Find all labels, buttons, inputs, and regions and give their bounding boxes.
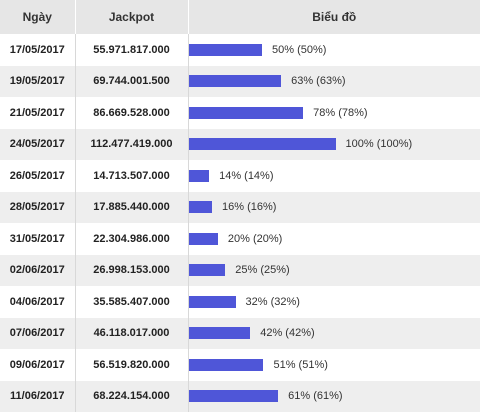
jackpot-cell: 14.713.507.000 <box>75 160 189 192</box>
jackpot-cell: 26.998.153.000 <box>75 254 189 286</box>
chart-cell: 20% (20%) <box>188 223 480 255</box>
chart-cell: 78% (78%) <box>188 97 480 129</box>
jackpot-cell: 86.669.528.000 <box>75 97 189 129</box>
jackpot-cell: 68.224.154.000 <box>75 380 189 412</box>
bar <box>188 232 218 245</box>
bar <box>188 43 262 56</box>
bar-label: 16% (16%) <box>222 201 277 214</box>
bar-label: 25% (25%) <box>235 264 290 277</box>
table-row: 02/06/2017 26.998.153.000 25% (25%) <box>0 254 480 287</box>
bar <box>188 390 279 403</box>
bar <box>188 358 264 371</box>
jackpot-column-header: Jackpot <box>75 0 189 34</box>
bar-wrap: 50% (50%) <box>188 43 480 56</box>
date-cell: 28/05/2017 <box>0 191 76 223</box>
date-cell: 31/05/2017 <box>0 223 76 255</box>
bar-wrap: 14% (14%) <box>188 169 480 182</box>
chart-column-header: Biểu đồ <box>188 0 480 34</box>
bar-wrap: 63% (63%) <box>188 75 480 88</box>
chart-cell: 25% (25%) <box>188 255 480 287</box>
date-cell: 11/06/2017 <box>0 380 76 412</box>
table-row: 21/05/2017 86.669.528.000 78% (78%) <box>0 97 480 129</box>
table-row: 04/06/2017 35.585.407.000 32% (32%) <box>0 286 480 318</box>
chart-cell: 51% (51%) <box>188 349 480 381</box>
bar-wrap: 16% (16%) <box>188 201 480 214</box>
table-row: 19/05/2017 69.744.001.500 63% (63%) <box>0 65 480 98</box>
jackpot-cell: 69.744.001.500 <box>75 65 189 97</box>
chart-cell: 50% (50%) <box>188 34 480 66</box>
date-cell: 17/05/2017 <box>0 34 76 66</box>
bar-label: 61% (61%) <box>288 390 343 403</box>
bar-wrap: 20% (20%) <box>188 232 480 245</box>
bar-wrap: 25% (25%) <box>188 264 480 277</box>
date-cell: 21/05/2017 <box>0 97 76 129</box>
jackpot-cell: 55.971.817.000 <box>75 34 189 66</box>
date-cell: 04/06/2017 <box>0 286 76 318</box>
bar <box>188 169 210 182</box>
jackpot-cell: 35.585.407.000 <box>75 286 189 318</box>
jackpot-cell: 112.477.419.000 <box>75 128 189 160</box>
bar <box>188 138 336 151</box>
bar <box>188 75 282 88</box>
table-row: 24/05/2017 112.477.419.000 100% (100%) <box>0 128 480 161</box>
bar-wrap: 78% (78%) <box>188 106 480 119</box>
bar-label: 14% (14%) <box>219 169 274 182</box>
chart-cell: 14% (14%) <box>188 160 480 192</box>
jackpot-cell: 56.519.820.000 <box>75 349 189 381</box>
bar-wrap: 51% (51%) <box>188 358 480 371</box>
jackpot-cell: 22.304.986.000 <box>75 223 189 255</box>
chart-cell: 42% (42%) <box>188 318 480 350</box>
bar-label: 50% (50%) <box>272 43 327 56</box>
date-column-header: Ngày <box>0 0 76 34</box>
bar-label: 20% (20%) <box>227 232 283 245</box>
header-row: Ngày Jackpot Biểu đồ <box>0 0 480 34</box>
chart-cell: 63% (63%) <box>188 66 480 98</box>
bar-wrap: 32% (32%) <box>188 295 480 308</box>
bar <box>188 264 226 277</box>
date-cell: 24/05/2017 <box>0 128 76 160</box>
bar <box>188 106 304 119</box>
bar <box>188 201 213 214</box>
bar-label: 63% (63%) <box>291 75 346 88</box>
date-cell: 26/05/2017 <box>0 160 76 192</box>
bar-wrap: 100% (100%) <box>188 138 480 151</box>
table-row: 28/05/2017 17.885.440.000 16% (16%) <box>0 191 480 224</box>
bar-label: 100% (100%) <box>345 138 413 151</box>
table-row: 09/06/2017 56.519.820.000 51% (51%) <box>0 349 480 381</box>
chart-cell: 100% (100%) <box>188 129 480 161</box>
date-cell: 09/06/2017 <box>0 349 76 381</box>
bar <box>188 327 251 340</box>
bar-wrap: 42% (42%) <box>188 327 480 340</box>
table-row: 26/05/2017 14.713.507.000 14% (14%) <box>0 160 480 192</box>
date-cell: 07/06/2017 <box>0 317 76 349</box>
bar-label: 42% (42%) <box>260 327 315 340</box>
chart-cell: 32% (32%) <box>188 286 480 318</box>
date-cell: 19/05/2017 <box>0 65 76 97</box>
table-row: 17/05/2017 55.971.817.000 50% (50%) <box>0 34 480 66</box>
bar-label: 78% (78%) <box>313 106 368 119</box>
bar-wrap: 61% (61%) <box>188 390 480 403</box>
table-row: 31/05/2017 22.304.986.000 20% (20%) <box>0 223 480 255</box>
bar-label: 32% (32%) <box>245 295 300 308</box>
table-body: 17/05/2017 55.971.817.000 50% (50%) 19/05/2… <box>0 34 480 412</box>
jackpot-cell: 46.118.017.000 <box>75 317 189 349</box>
chart-cell: 61% (61%) <box>188 381 480 413</box>
chart-cell: 16% (16%) <box>188 192 480 224</box>
date-cell: 02/06/2017 <box>0 254 76 286</box>
table-row: 07/06/2017 46.118.017.000 42% (42%) <box>0 317 480 350</box>
bar-label: 51% (51%) <box>273 358 328 371</box>
table-row: 11/06/2017 68.224.154.000 61% (61%) <box>0 380 480 413</box>
jackpot-cell: 17.885.440.000 <box>75 191 189 223</box>
bar <box>188 295 236 308</box>
